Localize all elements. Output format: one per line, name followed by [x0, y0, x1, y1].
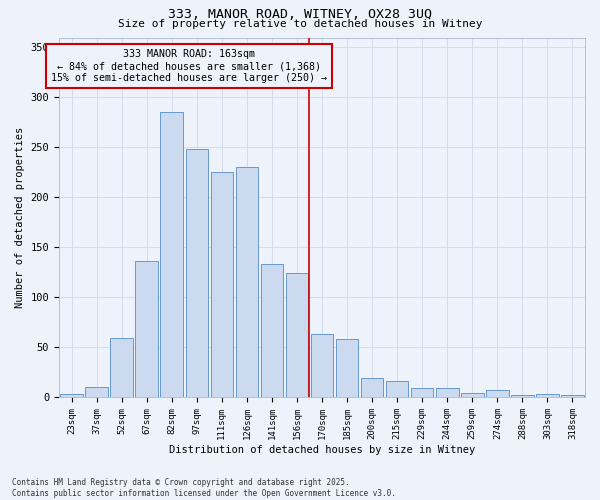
Text: Size of property relative to detached houses in Witney: Size of property relative to detached ho…: [118, 19, 482, 29]
Bar: [211, 172, 233, 398]
Bar: [336, 340, 358, 398]
Text: Contains HM Land Registry data © Crown copyright and database right 2025.
Contai: Contains HM Land Registry data © Crown c…: [12, 478, 396, 498]
Bar: [136, 262, 158, 398]
Bar: [60, 394, 83, 398]
Bar: [85, 388, 108, 398]
Bar: [536, 394, 559, 398]
Y-axis label: Number of detached properties: Number of detached properties: [15, 127, 25, 308]
Bar: [286, 274, 308, 398]
Bar: [260, 264, 283, 398]
Bar: [436, 388, 458, 398]
Bar: [386, 382, 409, 398]
Bar: [311, 334, 333, 398]
X-axis label: Distribution of detached houses by size in Witney: Distribution of detached houses by size …: [169, 445, 475, 455]
Text: 333, MANOR ROAD, WITNEY, OX28 3UQ: 333, MANOR ROAD, WITNEY, OX28 3UQ: [168, 8, 432, 20]
Bar: [461, 394, 484, 398]
Text: 333 MANOR ROAD: 163sqm
← 84% of detached houses are smaller (1,368)
15% of semi-: 333 MANOR ROAD: 163sqm ← 84% of detached…: [51, 50, 327, 82]
Bar: [561, 396, 584, 398]
Bar: [160, 112, 183, 398]
Bar: [236, 168, 258, 398]
Bar: [511, 396, 533, 398]
Bar: [361, 378, 383, 398]
Bar: [411, 388, 433, 398]
Bar: [185, 150, 208, 398]
Bar: [110, 338, 133, 398]
Bar: [486, 390, 509, 398]
